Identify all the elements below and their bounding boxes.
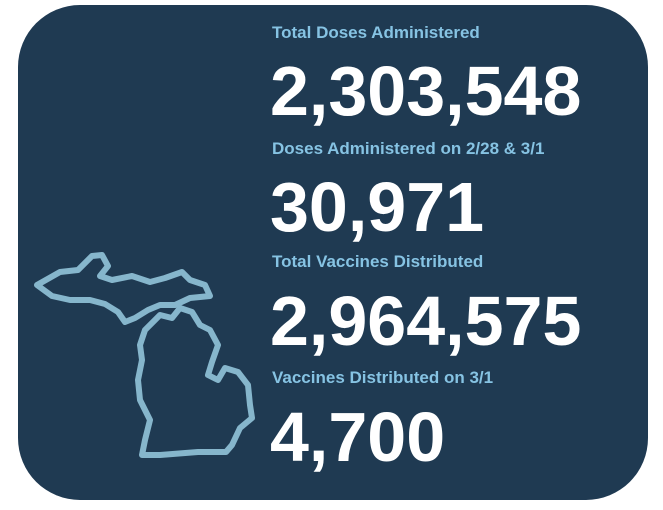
stat-label: Total Vaccines Distributed <box>272 252 484 271</box>
stat-value: 30,971 <box>270 168 485 246</box>
stat-label: Vaccines Distributed on 3/1 <box>272 368 494 387</box>
stat-value: 2,303,548 <box>270 52 582 130</box>
stat-label: Total Doses Administered <box>272 23 480 42</box>
stat-value: 4,700 <box>270 398 446 476</box>
upper-peninsula <box>34 252 213 325</box>
stat-value: 2,964,575 <box>270 282 582 360</box>
stats-card <box>18 5 648 500</box>
lower-peninsula <box>135 305 255 458</box>
state-shape <box>34 252 255 458</box>
stat-label: Doses Administered on 2/28 & 3/1 <box>272 139 545 158</box>
